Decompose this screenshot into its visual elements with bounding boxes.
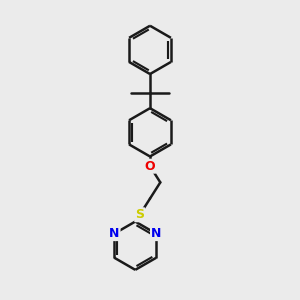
- Text: N: N: [109, 227, 120, 240]
- Text: S: S: [135, 208, 144, 221]
- Text: O: O: [145, 160, 155, 173]
- Text: N: N: [151, 227, 161, 240]
